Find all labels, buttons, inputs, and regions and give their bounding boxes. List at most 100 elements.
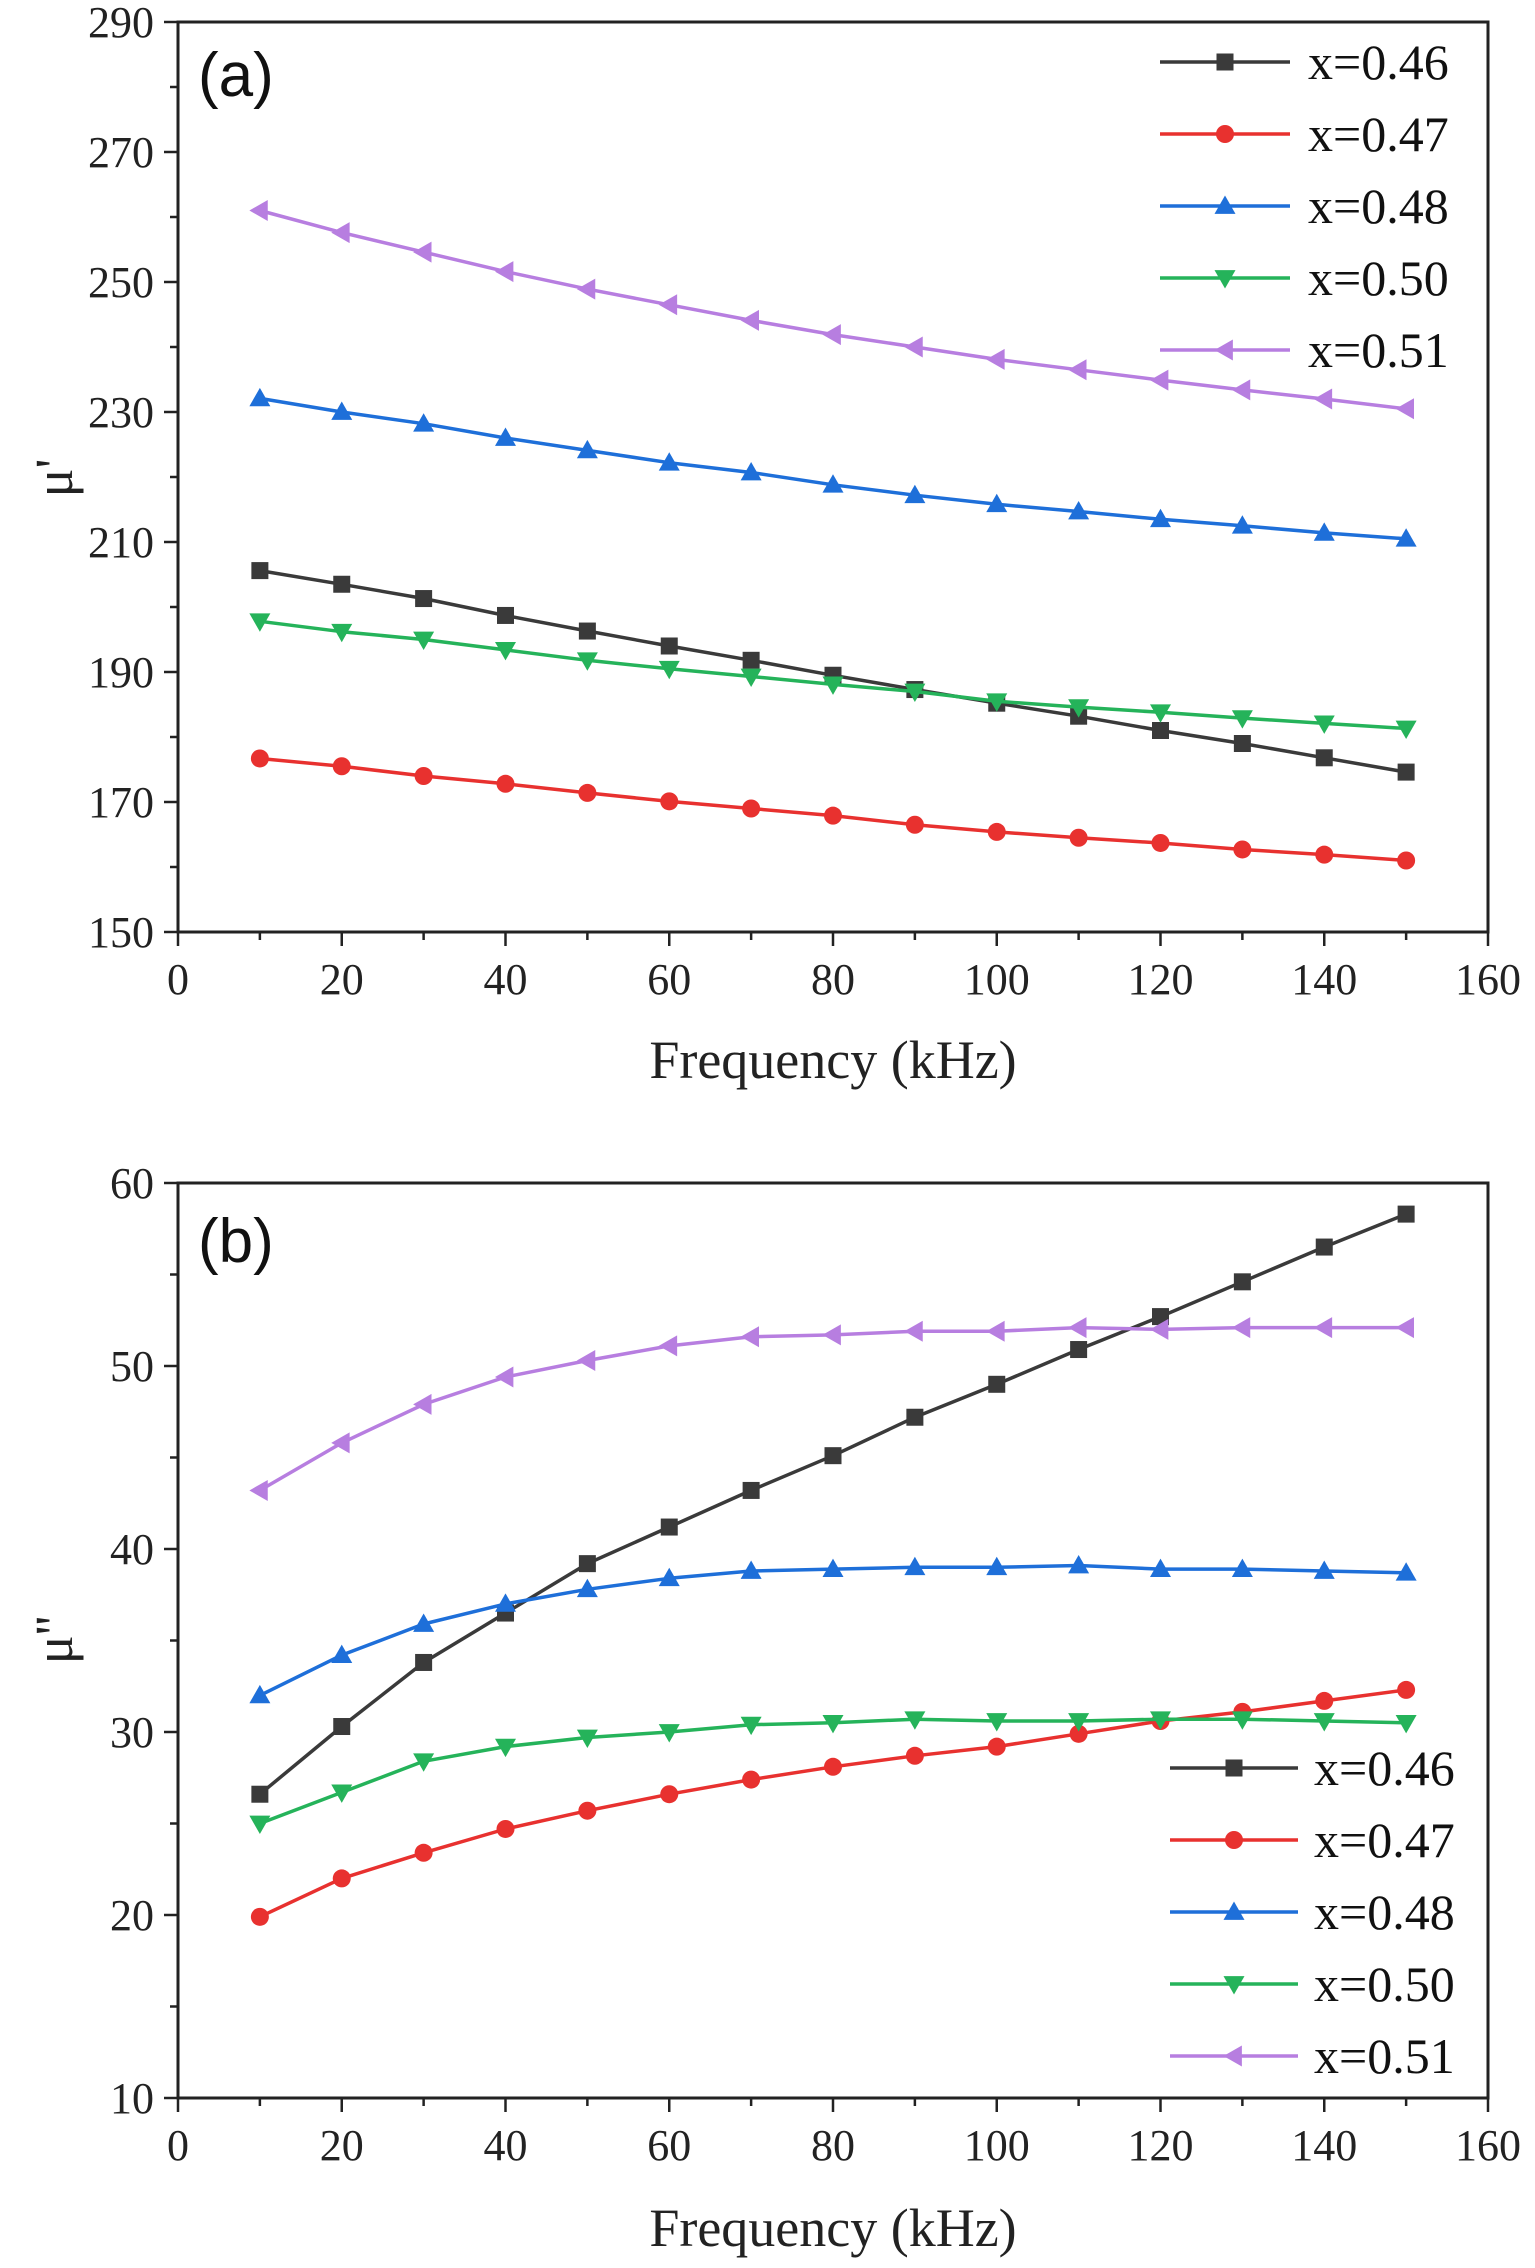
legend-label: x=0.46 [1314,1740,1455,1796]
data-point [1231,379,1251,401]
data-point [740,1716,762,1736]
y-tick-label: 60 [110,1159,154,1208]
x-tick-label: 120 [1128,2121,1194,2170]
data-point [249,1815,271,1834]
y-tick-label: 50 [110,1342,154,1391]
legend-entry: x=0.47 [1160,106,1449,162]
data-point [331,1784,353,1803]
data-point [905,815,924,834]
series-x=0.47 [250,1680,1416,1926]
data-point [740,1560,762,1579]
data-point [1068,1713,1090,1732]
series-x=0.50 [249,613,1417,740]
data-point [742,1481,760,1499]
data-point [495,642,516,661]
data-point [576,278,596,300]
data-point [742,799,761,818]
data-point [822,676,844,695]
data-point [824,806,842,825]
x-tick-label: 120 [1128,955,1194,1004]
data-point [1397,763,1415,781]
legend-marker [1223,1976,1245,1995]
x-tick-label: 140 [1291,955,1357,1004]
data-point [906,1408,924,1426]
data-point [576,439,598,459]
x-tick-label: 20 [320,2121,364,2170]
legend-marker [1214,270,1236,289]
y-tick-label: 30 [110,1708,154,1757]
data-point [1313,1713,1335,1732]
data-point [986,1320,1005,1342]
data-point [495,261,514,283]
data-point [1068,1554,1090,1574]
legend-label: x=0.48 [1308,178,1449,234]
data-point [658,294,678,316]
chart-panel-b: 0 20 40 60 80 100 120 140 160 10 20 30 40 50 60 Frequen… [24,1159,1521,2258]
data-point [576,1729,598,1748]
data-point [660,637,678,655]
legend-marker [1225,1759,1243,1777]
data-point [658,660,680,680]
data-point [1152,1308,1169,1326]
data-point [904,683,926,702]
data-point [251,1785,269,1803]
data-point [1315,749,1333,767]
data-point [578,1555,596,1573]
y-axis-title: μ'' [24,1616,84,1664]
y-tick-label: 210 [88,518,154,567]
legend-label: x=0.48 [1314,1884,1455,1940]
data-point [824,1447,842,1465]
chart-panel-a: 0 20 40 60 80 100 120 140 160 150 170 190 210 230 250 2… [24,0,1521,1090]
data-point [495,427,516,446]
data-point [904,1711,926,1730]
data-point [740,668,762,688]
data-point [332,1869,351,1888]
data-point [332,757,351,776]
legend-label: x=0.46 [1308,34,1449,90]
data-point [415,1653,433,1671]
data-point [1231,710,1253,729]
data-point [495,1593,516,1612]
data-point [415,590,433,608]
x-tick-label: 140 [1291,2121,1357,2170]
legend-label: x=0.50 [1314,1956,1455,2012]
y-tick-label: 150 [88,908,154,957]
data-point [413,631,435,650]
plot-frame [176,1181,1490,2100]
legend-marker [1225,1831,1243,1849]
data-point [414,1843,433,1862]
data-point [249,613,271,632]
legend-entry: x=0.48 [1160,178,1449,234]
data-point [576,652,598,671]
data-point [1315,845,1334,864]
data-point [1313,388,1333,410]
data-point [1150,704,1171,723]
data-point [1395,1317,1414,1339]
data-point [986,1713,1008,1732]
data-point [1397,1680,1416,1699]
data-point [333,1718,351,1736]
data-point [1150,508,1171,528]
legend-entry: x=0.46 [1170,1740,1455,1796]
legend-entry: x=0.51 [1160,322,1449,378]
legend-entry: x=0.51 [1170,2028,1455,2084]
legend-entry: x=0.50 [1160,250,1449,306]
data-point [496,774,515,793]
data-point [249,200,268,221]
data-point [905,1746,924,1765]
data-point [822,1714,844,1734]
data-point [496,1819,515,1838]
legend: x=0.46 x=0.47 x=0.48 x=0.50 x=0.51 [1170,1740,1455,2084]
data-point [1313,1560,1335,1579]
x-tick-label: 80 [811,2121,855,2170]
legend-label: x=0.47 [1308,106,1449,162]
data-point [822,324,841,346]
y-tick-label: 20 [110,1891,154,1940]
data-point [413,1613,435,1632]
data-point [578,1801,597,1820]
x-axis-title: Frequency (kHz) [649,1030,1016,1090]
data-point [1313,1317,1333,1339]
data-point [660,792,679,811]
data-point [1231,515,1253,534]
data-point [1397,1205,1415,1223]
